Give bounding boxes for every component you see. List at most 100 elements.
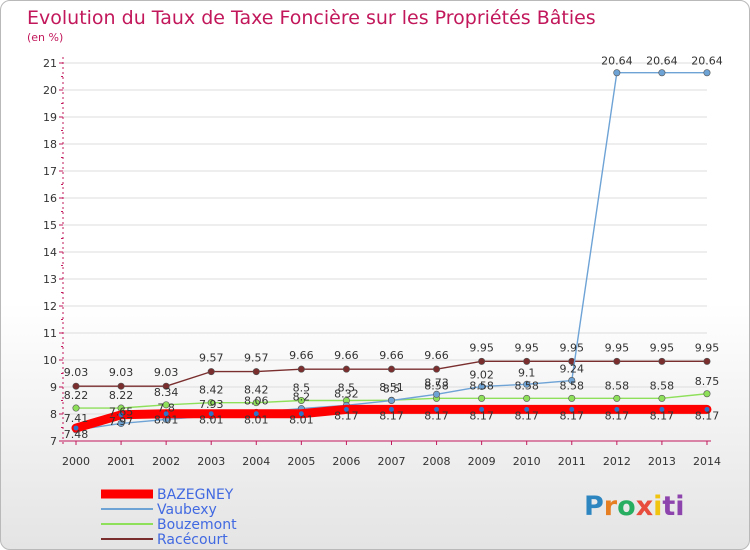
- data-label: 7.93: [199, 398, 224, 411]
- x-tick-label: 2003: [197, 455, 225, 468]
- y-tick-label: 17: [43, 165, 57, 178]
- x-tick-label: 2000: [62, 455, 90, 468]
- data-label: 8.06: [244, 394, 269, 407]
- data-point: [567, 405, 576, 414]
- data-point: [478, 394, 486, 402]
- legend-label: BAZEGNEY: [157, 487, 234, 503]
- data-label: 9.66: [379, 349, 404, 362]
- data-point: [72, 382, 80, 390]
- chart-title: Evolution du Taux de Taxe Foncière sur l…: [27, 7, 596, 29]
- data-point: [568, 377, 576, 385]
- data-point: [342, 405, 351, 414]
- data-point: [252, 399, 260, 407]
- data-point: [162, 409, 171, 418]
- data-label: 7.41: [64, 412, 89, 425]
- data-point: [703, 390, 711, 398]
- logo-letter: x: [635, 491, 654, 522]
- data-label: 8.34: [154, 386, 179, 399]
- data-label: 8.01: [199, 414, 224, 427]
- proxiti-logo: Proxiti: [584, 491, 685, 522]
- data-label: 8.58: [424, 379, 449, 392]
- grid: [63, 62, 707, 442]
- data-label: 7.65: [109, 405, 134, 418]
- data-point: [297, 365, 305, 373]
- data-label: 9.57: [199, 352, 224, 365]
- data-point: [117, 382, 125, 390]
- legend-label: Racécourt: [157, 532, 228, 548]
- y-tick-label: 19: [43, 111, 57, 124]
- data-point: [297, 396, 305, 404]
- logo-letter: i: [653, 491, 663, 522]
- logo-letter: o: [617, 491, 636, 522]
- x-tick-label: 2005: [287, 455, 315, 468]
- data-label: 9.57: [244, 352, 269, 365]
- data-point: [477, 405, 486, 414]
- x-tick-label: 2004: [242, 455, 270, 468]
- data-point: [72, 424, 80, 432]
- data-label: 8.17: [469, 409, 494, 422]
- data-labels: 7.48 7.97 8.01 8.01 8.01 8.01 8.17 8.17 8.17 8.17…: [64, 55, 723, 441]
- y-tick-label: 11: [43, 327, 57, 340]
- data-label: 7.97: [109, 415, 134, 428]
- y-axis-unit: (en %): [27, 31, 64, 44]
- data-label: 8.5: [383, 383, 401, 396]
- data-label: 9.1: [518, 366, 536, 379]
- data-point: [432, 405, 441, 414]
- data-point: [72, 404, 80, 412]
- data-label: 8.17: [514, 409, 539, 422]
- y-tick-label: 20: [43, 84, 57, 97]
- data-label: 8.42: [199, 384, 224, 397]
- data-label: 8.01: [289, 414, 314, 427]
- data-label: 8.58: [560, 379, 585, 392]
- data-label: 9.24: [560, 363, 585, 376]
- x-tick-label: 2008: [423, 455, 451, 468]
- data-label: 9.95: [650, 341, 675, 354]
- data-label: 8.2: [293, 391, 311, 404]
- data-label: 8.22: [64, 389, 89, 402]
- data-point: [613, 69, 621, 77]
- x-tick-label: 2014: [693, 455, 721, 468]
- x-tick-label: 2007: [377, 455, 405, 468]
- data-label: 9.95: [514, 341, 539, 354]
- data-label: 8.58: [650, 379, 675, 392]
- x-tick-label: 2006: [332, 455, 360, 468]
- legend-label: Bouzemont: [157, 517, 237, 533]
- x-tick-label: 2002: [152, 455, 180, 468]
- data-label: 20.64: [601, 55, 633, 68]
- data-label: 8.58: [469, 379, 494, 392]
- y-tick-label: 10: [43, 354, 57, 367]
- x-tick-label: 2010: [513, 455, 541, 468]
- data-point: [568, 394, 576, 402]
- data-label: 8.42: [244, 384, 269, 397]
- y-tick-label: 14: [43, 246, 57, 259]
- data-point: [658, 69, 666, 77]
- data-point: [433, 390, 441, 398]
- data-point: [523, 357, 531, 365]
- data-point: [252, 409, 261, 418]
- data-point: [117, 410, 126, 419]
- data-label: 8.17: [334, 409, 359, 422]
- data-label: 9.03: [154, 366, 179, 379]
- data-point: [703, 69, 711, 77]
- data-point: [523, 394, 531, 402]
- data-label: 8.5: [293, 382, 311, 395]
- data-label: 8.58: [514, 379, 539, 392]
- data-point: [433, 365, 441, 373]
- data-label: 9.66: [289, 349, 314, 362]
- data-point: [207, 399, 215, 407]
- y-tick-label: 7: [50, 435, 57, 448]
- data-label: 9.02: [469, 368, 494, 381]
- y-tick-label: 12: [43, 300, 57, 313]
- logo-letter: P: [584, 491, 604, 522]
- data-point: [478, 357, 486, 365]
- data-label: 8.17: [560, 409, 585, 422]
- data-point: [252, 368, 260, 376]
- y-tick-label: 21: [43, 57, 57, 70]
- data-point: [612, 405, 621, 414]
- data-label: 8.01: [244, 414, 269, 427]
- y-tick-label: 18: [43, 138, 57, 151]
- x-tick-label: 2013: [648, 455, 676, 468]
- x-tick-label: 2011: [558, 455, 586, 468]
